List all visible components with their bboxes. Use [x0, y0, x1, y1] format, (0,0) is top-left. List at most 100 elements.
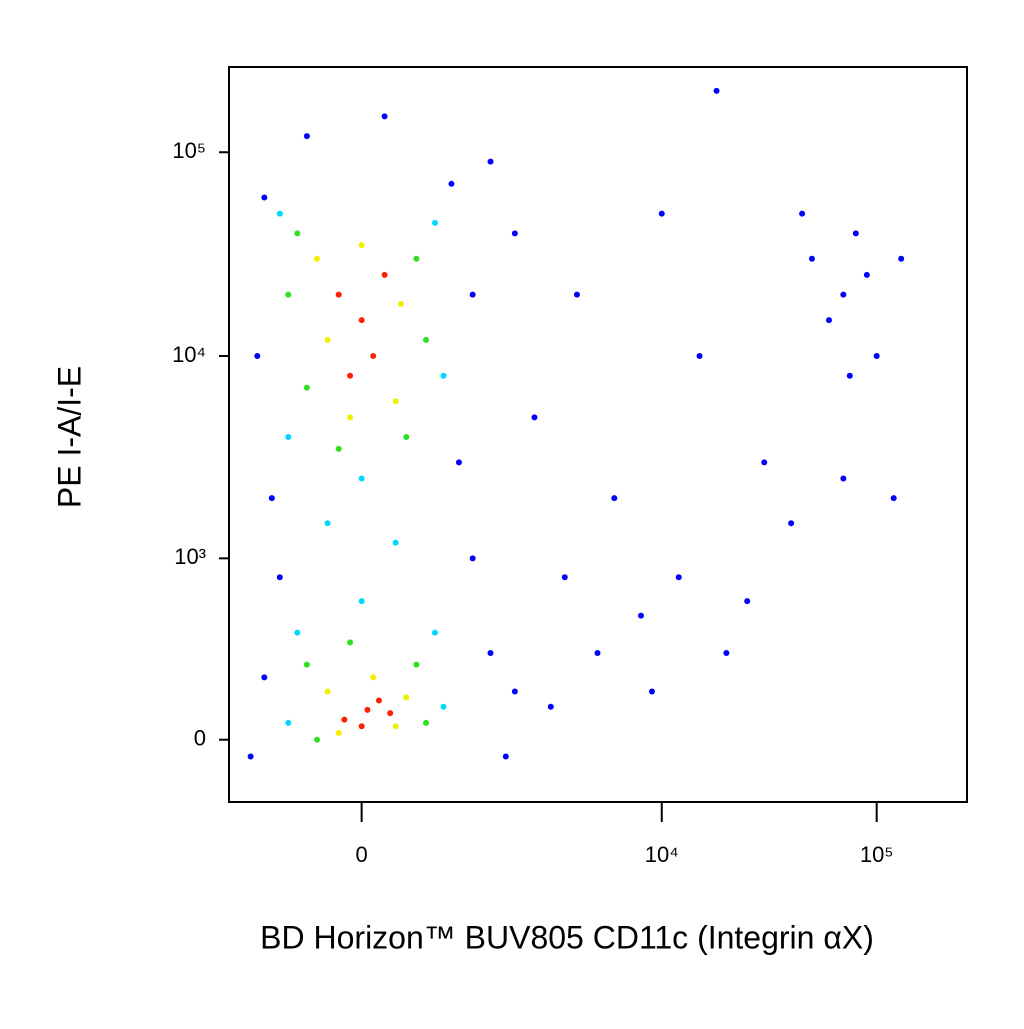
point	[637, 612, 644, 619]
point	[611, 495, 618, 502]
x-tick-label: 0	[356, 842, 368, 867]
point	[324, 520, 331, 527]
point	[387, 710, 394, 717]
point	[761, 459, 768, 466]
point	[285, 719, 292, 726]
point	[713, 87, 720, 94]
point	[403, 694, 410, 701]
point	[247, 753, 254, 760]
point	[440, 703, 447, 710]
point	[413, 661, 420, 668]
point	[808, 255, 815, 262]
point	[347, 372, 354, 379]
point	[392, 539, 399, 546]
point	[303, 384, 310, 391]
point	[335, 445, 342, 452]
point	[358, 317, 365, 324]
point	[261, 194, 268, 201]
point	[431, 219, 438, 226]
point	[825, 317, 832, 324]
point	[324, 336, 331, 343]
plot-frame	[228, 66, 968, 803]
point	[413, 255, 420, 262]
y-tick-label: 0	[194, 726, 206, 751]
point	[502, 753, 509, 760]
point	[358, 598, 365, 605]
point	[294, 230, 301, 237]
point	[898, 255, 905, 262]
y-tick-label: 10⁵	[172, 138, 206, 163]
point	[846, 372, 853, 379]
point	[648, 688, 655, 695]
y-axis-label: PE I-A/I-E	[51, 366, 87, 508]
point	[469, 291, 476, 298]
point	[511, 688, 518, 695]
point	[370, 674, 377, 681]
point	[303, 661, 310, 668]
point	[422, 336, 429, 343]
point	[358, 242, 365, 249]
point	[873, 353, 880, 360]
point	[261, 674, 268, 681]
point	[840, 291, 847, 298]
point	[285, 434, 292, 441]
y-tick-label: 10³	[174, 544, 206, 569]
point	[381, 113, 388, 120]
point	[455, 459, 462, 466]
point	[314, 255, 321, 262]
point	[658, 210, 665, 217]
point	[840, 475, 847, 482]
point	[347, 414, 354, 421]
point	[573, 291, 580, 298]
point	[392, 398, 399, 405]
point	[487, 158, 494, 165]
point	[285, 291, 292, 298]
x-tick-label: 10⁴	[645, 842, 679, 867]
point	[440, 372, 447, 379]
point	[431, 629, 438, 636]
point	[347, 639, 354, 646]
point	[561, 574, 568, 581]
point	[268, 495, 275, 502]
point	[364, 706, 371, 713]
point	[675, 574, 682, 581]
point	[276, 574, 283, 581]
point	[594, 649, 601, 656]
point	[381, 271, 388, 278]
point	[370, 353, 377, 360]
point	[358, 475, 365, 482]
point	[422, 719, 429, 726]
point	[276, 210, 283, 217]
point	[403, 434, 410, 441]
point	[696, 353, 703, 360]
point	[448, 180, 455, 187]
point	[335, 291, 342, 298]
point	[303, 133, 310, 140]
point	[254, 353, 261, 360]
point	[890, 495, 897, 502]
point	[469, 555, 476, 562]
x-axis-label: BD Horizon™ BUV805 CD11c (Integrin αX)	[260, 919, 874, 955]
point	[863, 271, 870, 278]
point	[723, 649, 730, 656]
point	[852, 230, 859, 237]
point	[341, 716, 348, 723]
point	[799, 210, 806, 217]
point	[511, 230, 518, 237]
point	[335, 729, 342, 736]
point	[324, 688, 331, 695]
point	[392, 723, 399, 730]
point	[487, 649, 494, 656]
point	[398, 301, 405, 308]
point	[531, 414, 538, 421]
point	[375, 697, 382, 704]
point	[314, 736, 321, 743]
point	[788, 520, 795, 527]
point	[744, 598, 751, 605]
point	[358, 723, 365, 730]
point	[547, 703, 554, 710]
x-tick-label: 10⁵	[860, 842, 894, 867]
point	[294, 629, 301, 636]
y-tick-label: 10⁴	[172, 342, 206, 367]
